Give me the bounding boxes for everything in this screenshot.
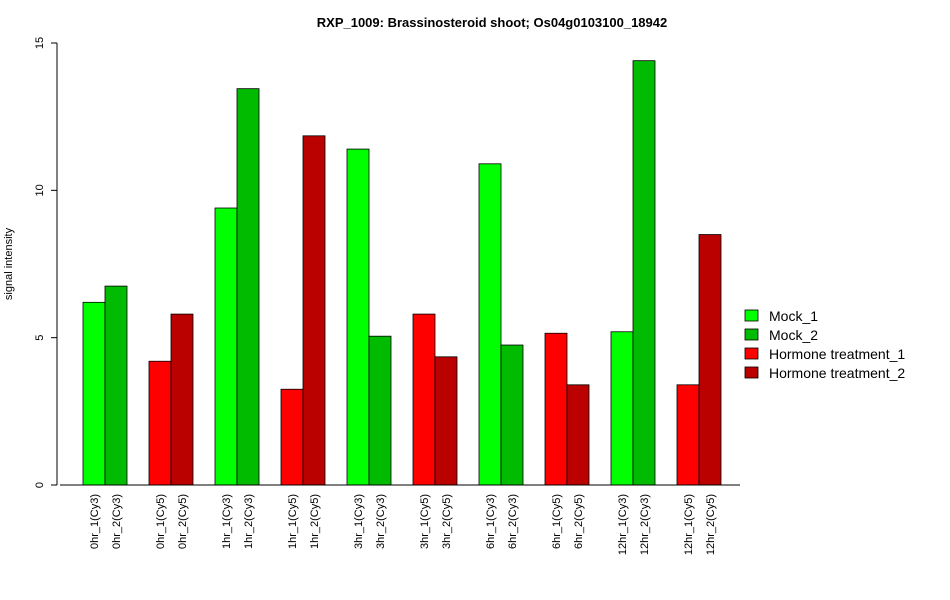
bar (214, 207, 238, 486)
x-tick-label: 6hr_1(Cy5) (551, 494, 563, 549)
x-tick-label: 1hr_1(Cy3) (221, 494, 233, 549)
legend-label: Hormone treatment_1 (769, 346, 905, 362)
legend-swatch (744, 366, 759, 379)
x-tick-label: 3hr_1(Cy3) (353, 494, 365, 549)
y-axis-label: signal intensity (3, 227, 15, 300)
legend-label: Mock_1 (769, 308, 818, 324)
x-tick-label: 12hr_2(Cy3) (639, 494, 651, 555)
x-tick-label: 3hr_2(Cy3) (375, 494, 387, 549)
bar (698, 234, 722, 486)
chart-title: RXP_1009: Brassinosteroid shoot; Os04g01… (317, 15, 667, 30)
legend-label: Mock_2 (769, 327, 818, 343)
x-axis: 0hr_1(Cy3) 0hr_2(Cy3) 0hr_1(Cy5) 0hr_2(Cy5)… (60, 484, 740, 555)
bar (346, 148, 370, 486)
bar (104, 285, 128, 486)
bar (280, 388, 304, 486)
bar (610, 331, 634, 486)
legend-swatch (744, 328, 759, 341)
bar (500, 344, 524, 486)
x-tick-label: 0hr_1(Cy5) (155, 494, 167, 549)
bar (236, 88, 260, 486)
x-tick-label: 12hr_1(Cy3) (617, 494, 629, 555)
bar (566, 384, 590, 486)
x-tick-label: 6hr_1(Cy3) (485, 494, 497, 549)
bar (412, 313, 436, 486)
y-tick-label: 15 (34, 37, 46, 49)
x-tick-label: 3hr_1(Cy5) (419, 494, 431, 549)
bar (148, 360, 172, 486)
x-tick-label: 0hr_1(Cy3) (89, 494, 101, 549)
bar (170, 313, 194, 486)
legend-swatch (744, 347, 759, 360)
bar (82, 301, 106, 486)
x-tick-label: 0hr_2(Cy5) (177, 494, 189, 549)
x-tick-label: 12hr_1(Cy5) (683, 494, 695, 555)
y-axis: 0 5 10 15 (34, 37, 58, 488)
bar (632, 60, 656, 486)
legend-swatch (744, 309, 759, 322)
bar (478, 163, 502, 486)
x-tick-label: 12hr_2(Cy5) (705, 494, 717, 555)
bar (434, 356, 458, 486)
x-tick-label: 0hr_2(Cy3) (111, 494, 123, 549)
bar (302, 135, 326, 486)
y-tick-label: 10 (34, 184, 46, 196)
bar (676, 384, 700, 486)
bars-group (82, 60, 722, 486)
y-tick-label: 5 (34, 335, 46, 341)
bar (368, 335, 392, 486)
y-tick-label: 0 (34, 482, 46, 488)
legend-label: Hormone treatment_2 (769, 365, 905, 381)
x-tick-label: 1hr_2(Cy3) (243, 494, 255, 549)
x-tick-label: 6hr_2(Cy5) (573, 494, 585, 549)
x-tick-label: 3hr_2(Cy5) (441, 494, 453, 549)
x-tick-label: 6hr_2(Cy3) (507, 494, 519, 549)
x-tick-label: 1hr_1(Cy5) (287, 494, 299, 549)
bar (544, 332, 568, 486)
x-tick-label: 1hr_2(Cy5) (309, 494, 321, 549)
legend: Mock_1 Mock_2 Hormone treatment_1 Hormone t… (744, 308, 905, 381)
